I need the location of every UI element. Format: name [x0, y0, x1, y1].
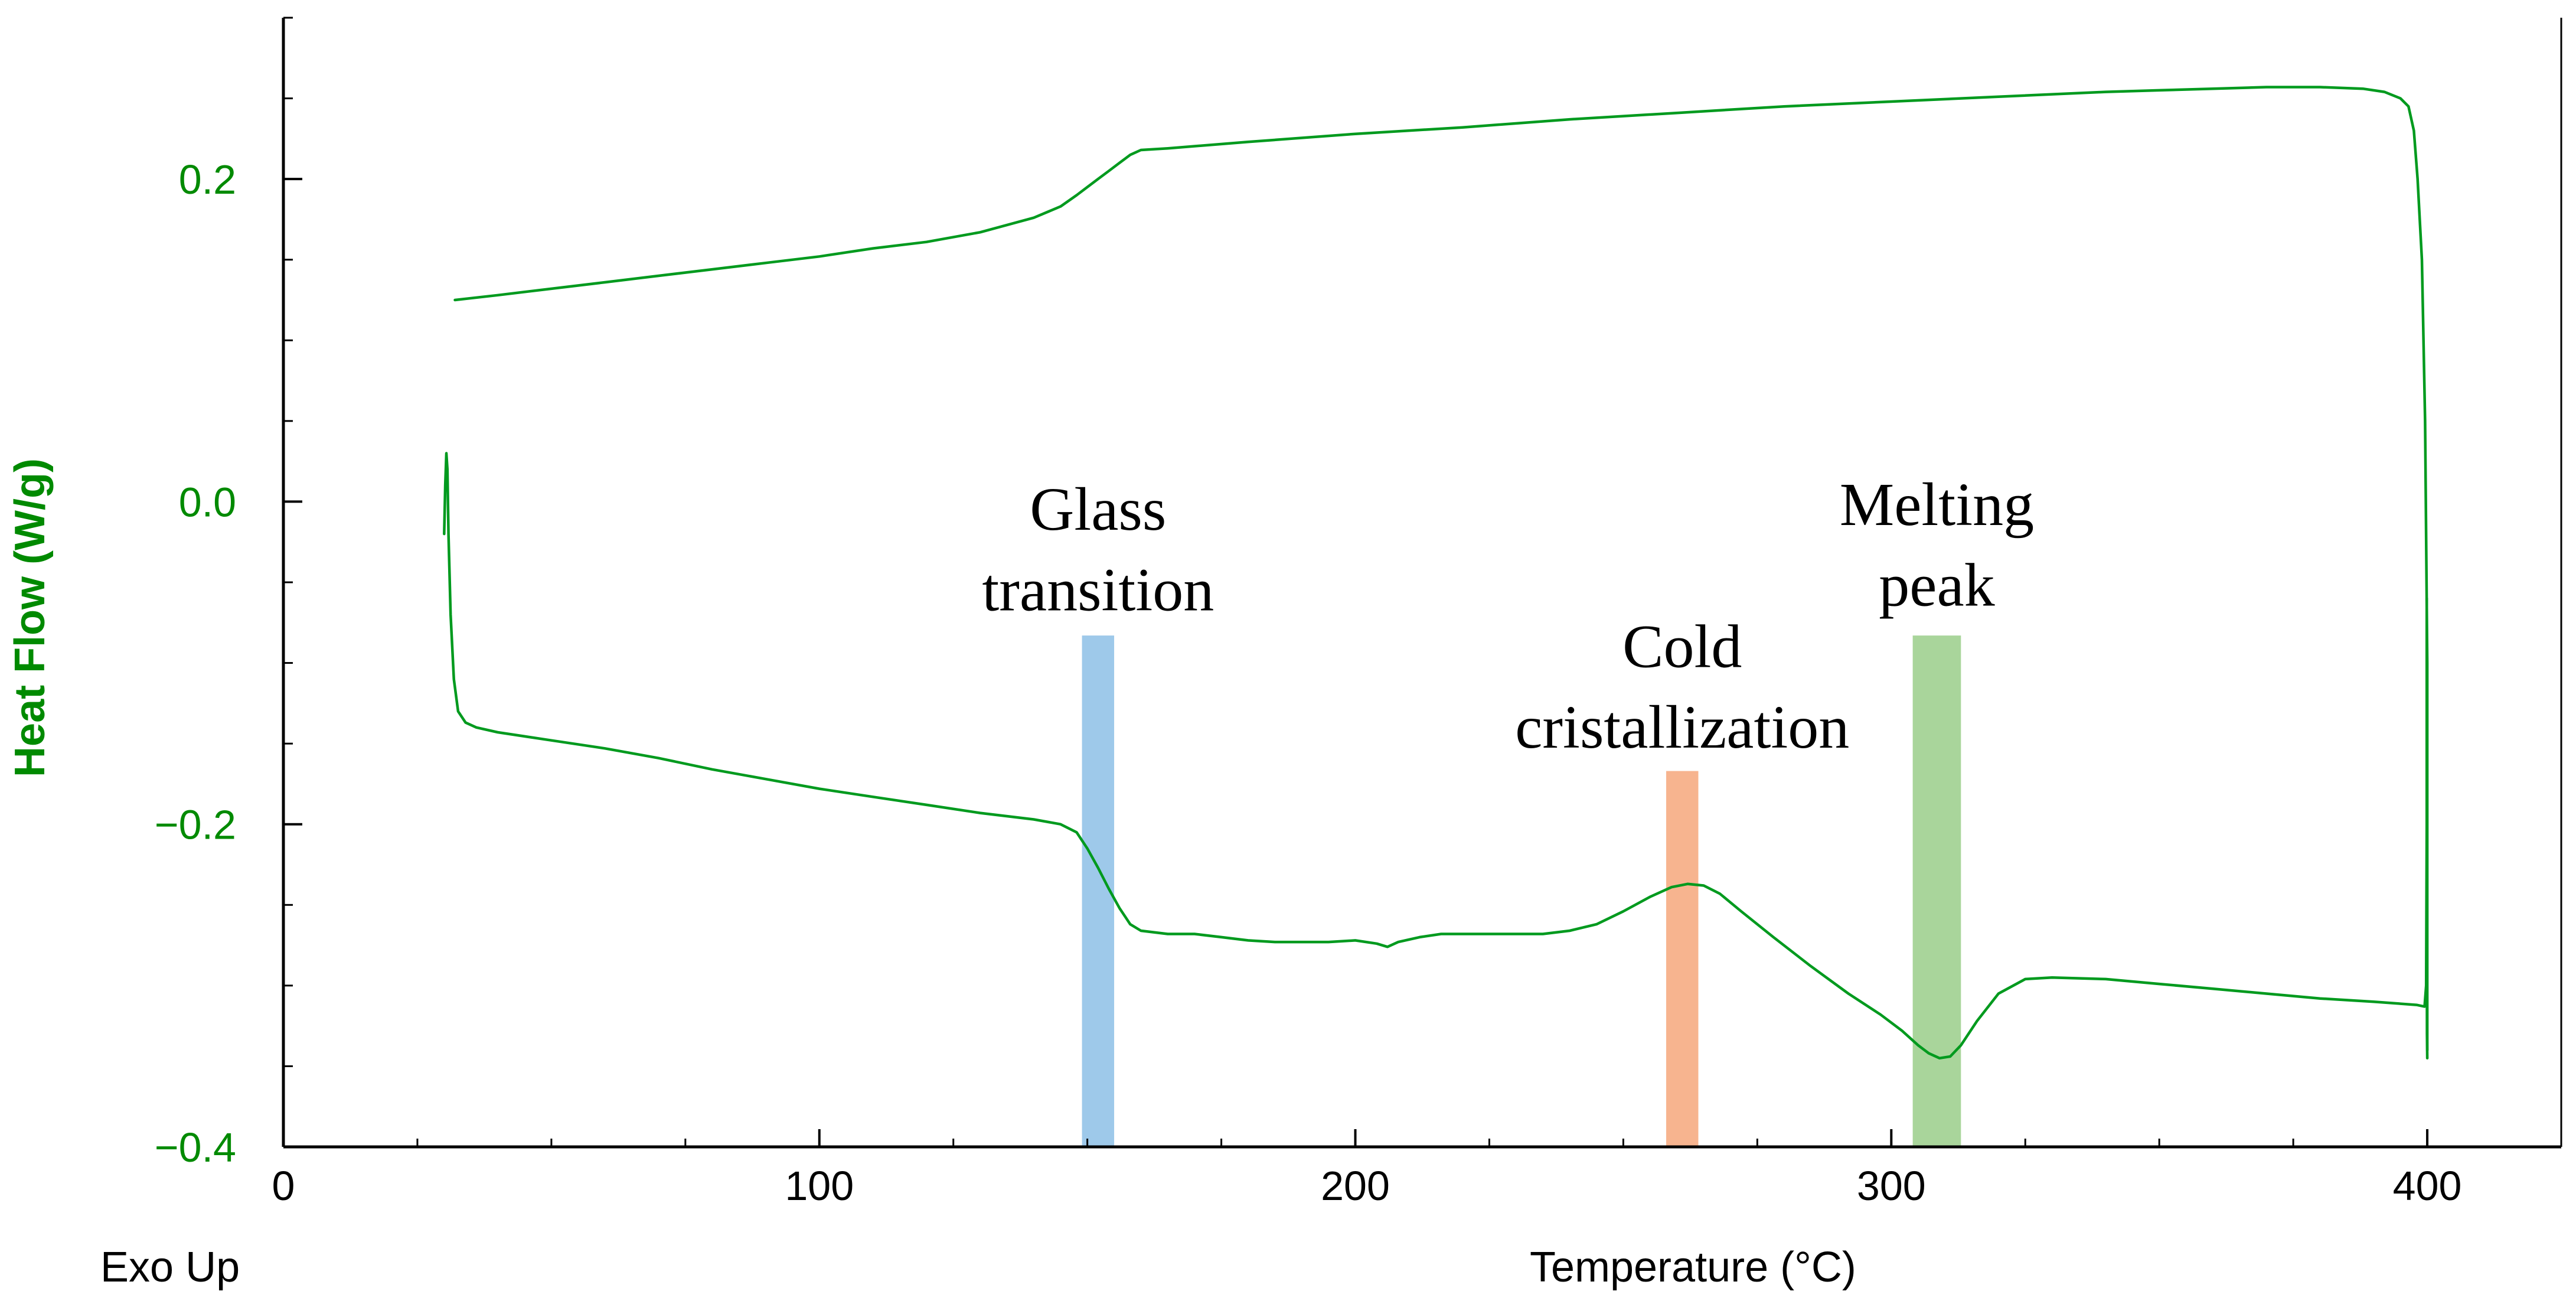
x-tick-label: 200 [1321, 1163, 1390, 1209]
axis-ticks [282, 17, 2562, 1148]
y-tick-label: −0.4 [155, 1124, 236, 1170]
exo-up-label: Exo Up [100, 1244, 240, 1291]
axes [282, 18, 2562, 1149]
x-tick-label: 100 [785, 1163, 854, 1209]
melting-label-line-2: peak [1879, 551, 1994, 619]
melting-band [1912, 635, 1961, 1147]
series-layer [443, 86, 2429, 1060]
series-line-cooling [453, 86, 2429, 1052]
x-tick-label: 400 [2393, 1163, 2462, 1209]
annotation-bands [1082, 635, 1961, 1147]
y-tick-label: −0.2 [155, 802, 236, 848]
cold-label-line-2: cristallization [1515, 693, 1849, 761]
axis-tick-labels: 0 100 200 300 400 0.2 0.0 −0.2 −0.4 [155, 156, 2462, 1209]
glass-label-line-1: Glass [1030, 475, 1166, 543]
x-tick-label: 0 [272, 1163, 295, 1209]
y-tick-label: 0.0 [179, 479, 236, 525]
glass-label-line-2: transition [982, 556, 1214, 624]
melting-label-line-1: Melting [1840, 471, 2034, 539]
series-line-heating [443, 452, 2426, 1060]
cold-label-line-1: Cold [1622, 612, 1742, 680]
x-tick-label: 300 [1857, 1163, 1926, 1209]
cold-band [1666, 771, 1699, 1147]
annotation-labels: Glass transition Cold cristallization Meltin… [982, 471, 2034, 761]
y-tick-label: 0.2 [179, 156, 236, 203]
y-axis-title: Heat Flow (W/g) [6, 458, 54, 777]
x-axis-title: Temperature (°C) [1530, 1244, 1856, 1291]
